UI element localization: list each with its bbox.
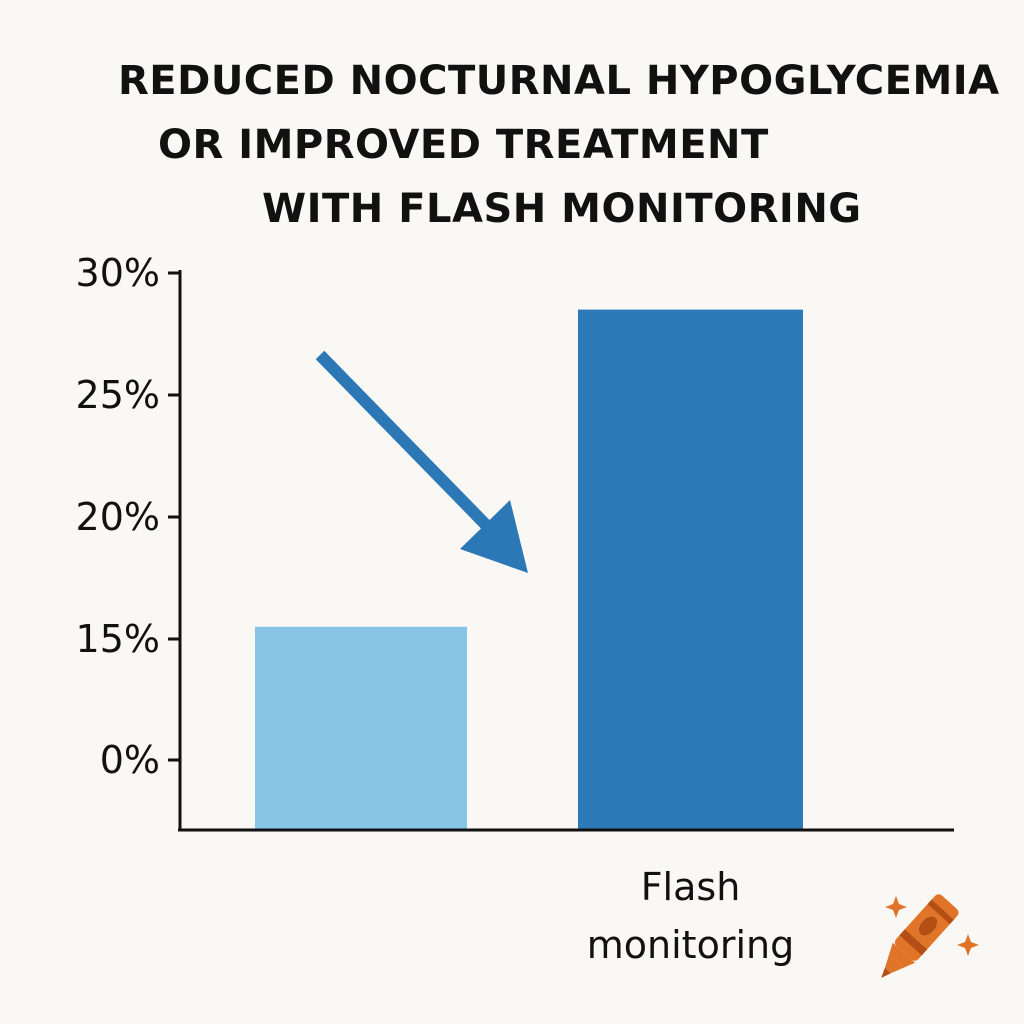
bar-1 [255, 626, 467, 830]
category-labels: Flash monitoring [587, 865, 794, 967]
category-label: Flash [641, 865, 741, 909]
y-tick-label: 30% [76, 251, 160, 295]
y-tick-label: 25% [76, 373, 160, 417]
chart-title-line-2: OR IMPROVED TREATMENT [158, 122, 769, 168]
category-label: monitoring [587, 923, 794, 967]
annotation-arrow [315, 350, 528, 573]
y-tick-label: 15% [76, 617, 160, 661]
sparkle-icon [885, 896, 979, 956]
chart-title-line-3: WITH FLASH MONITORING [262, 186, 862, 232]
chart-title-line-1: REDUCED NOCTURNAL HYPOGLYCEMIA [118, 58, 1000, 104]
y-tick-label: 0% [100, 738, 160, 782]
y-axis-ticks: 0% 15% 20% 25% 30% [76, 251, 180, 782]
y-tick-label: 20% [76, 495, 160, 539]
bars [255, 309, 803, 831]
bar-2 [578, 309, 803, 831]
crayon-icon [881, 894, 959, 979]
